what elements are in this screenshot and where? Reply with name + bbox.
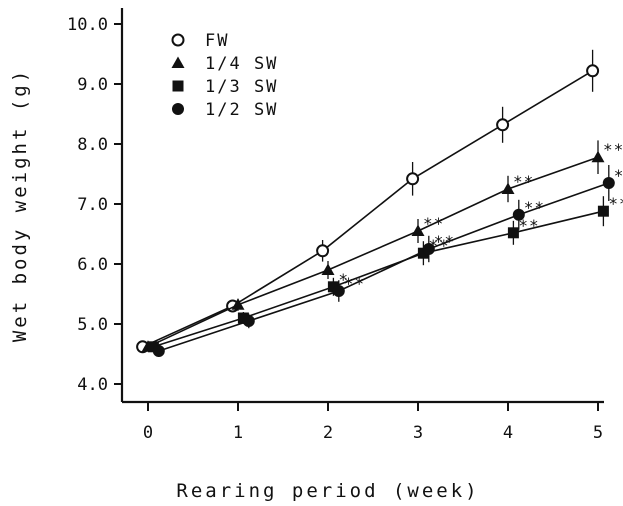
data-point	[406, 172, 420, 186]
significance-label: **	[614, 166, 623, 185]
data-point	[501, 182, 515, 194]
data-point	[586, 64, 600, 78]
series-line	[147, 156, 599, 348]
legend-marker	[172, 80, 184, 92]
legend-label: 1/4 SW	[205, 54, 278, 74]
series-1-4-sw: ******	[141, 140, 623, 352]
data-point	[332, 285, 345, 297]
legend-label: 1/3 SW	[205, 77, 278, 97]
x-tick-label: 3	[413, 423, 423, 443]
legend-marker	[171, 33, 185, 47]
series-line	[142, 70, 594, 348]
data-point	[602, 177, 615, 189]
x-tick-label: 1	[233, 423, 243, 443]
series-line	[158, 182, 610, 352]
data-point	[496, 118, 510, 132]
data-point	[242, 315, 255, 327]
data-point	[591, 150, 605, 163]
y-tick-label: 7.0	[77, 195, 108, 215]
data-point	[597, 205, 609, 217]
x-tick-label: 0	[143, 423, 153, 443]
y-tick-label: 10.0	[67, 15, 108, 35]
series-1-2-sw: ********	[152, 165, 623, 357]
data-point	[321, 263, 335, 275]
significance-label: **	[518, 216, 539, 235]
data-point	[327, 281, 339, 293]
data-point	[316, 244, 330, 258]
significance-label: **	[603, 140, 623, 159]
y-axis: 4.0 5.0 6.0 7.0 8.0 9.0 10.0	[67, 8, 124, 402]
legend-marker	[172, 103, 184, 115]
data-point	[422, 243, 435, 255]
significance-label: **	[423, 214, 444, 233]
x-tick-label: 4	[503, 423, 513, 443]
data-point	[512, 208, 525, 221]
legend: FW 1/4 SW 1/3 SW 1/2 SW	[171, 31, 278, 120]
significance-label: *	[338, 270, 349, 289]
y-axis-title: Wet body weight (g)	[9, 68, 31, 342]
significance-label: **	[513, 172, 534, 191]
data-point	[147, 341, 159, 353]
x-axis-title: Rearing period (week)	[176, 480, 479, 502]
significance-label: **	[524, 198, 545, 217]
y-tick-label: 4.0	[77, 375, 108, 395]
data-point	[237, 312, 249, 324]
series-layer: *********************	[136, 49, 623, 357]
legend-marker	[171, 56, 185, 68]
y-tick-label: 5.0	[77, 315, 108, 335]
data-point	[507, 227, 519, 239]
significance-label: **	[434, 232, 455, 251]
x-tick-label: 5	[593, 423, 603, 443]
data-point	[411, 224, 425, 236]
legend-label: 1/2 SW	[205, 100, 278, 120]
data-point	[417, 247, 429, 259]
significance-label: **	[344, 274, 365, 293]
data-point	[231, 298, 245, 310]
series-1-3-sw: *******	[147, 194, 623, 353]
significance-label: **	[608, 194, 623, 213]
series-line	[153, 210, 604, 348]
legend-label: FW	[205, 31, 229, 51]
y-tick-label: 9.0	[77, 75, 108, 95]
x-tick-label: 2	[323, 423, 333, 443]
y-tick-label: 6.0	[77, 255, 108, 275]
x-axis: 0 1 2 3 4 5	[122, 400, 604, 443]
y-tick-label: 8.0	[77, 135, 108, 155]
data-point	[152, 345, 165, 357]
